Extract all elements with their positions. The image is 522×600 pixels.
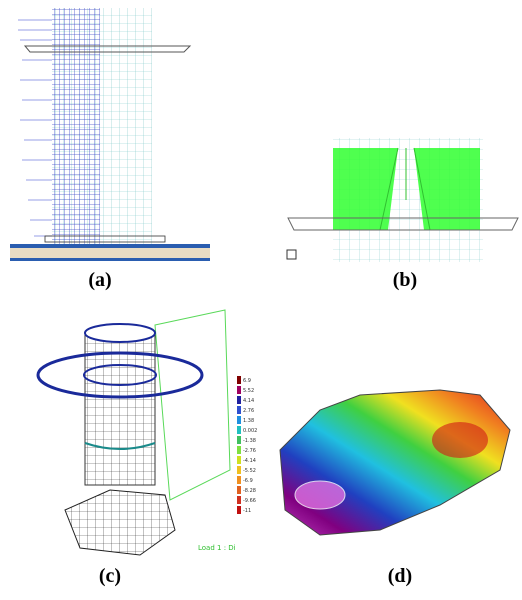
panel-b-drawing — [287, 138, 518, 262]
legend-swatch — [237, 416, 241, 424]
legend-label: 2.76 — [243, 408, 254, 414]
panel-c-drawing — [38, 310, 230, 555]
figure: (a) (b) Load 1 : Di (c) 6.9 5.52 4.14 2.76 1… — [0, 0, 522, 600]
legend-label: 0.002 — [243, 428, 257, 434]
legend-swatch — [237, 476, 241, 484]
legend-swatch — [237, 386, 241, 394]
legend-swatch — [237, 396, 241, 404]
legend-swatch — [237, 376, 241, 384]
legend-label: 5.52 — [243, 388, 254, 394]
legend-label: -1.38 — [243, 438, 256, 444]
panel-label: (d) — [388, 565, 412, 587]
panel-label: (c) — [99, 565, 121, 587]
legend-label: 4.14 — [243, 398, 254, 404]
panel-label: (a) — [88, 269, 111, 291]
legend-label: -6.9 — [243, 478, 253, 484]
legend-swatch — [237, 456, 241, 464]
legend-swatch — [237, 506, 241, 514]
legend-label: 6.9 — [243, 378, 251, 384]
legend-label: -4.14 — [243, 458, 256, 464]
legend-label: 1.38 — [243, 418, 254, 424]
legend-label: -2.76 — [243, 448, 256, 454]
legend-label: -11 — [243, 508, 251, 514]
legend-swatch — [237, 436, 241, 444]
legend-swatch — [237, 486, 241, 494]
legend-swatch — [237, 426, 241, 434]
legend-label: -8.28 — [243, 488, 256, 494]
legend-swatch — [237, 466, 241, 474]
panel-d-drawing — [280, 390, 510, 535]
legend-swatch — [237, 446, 241, 454]
legend-label: -9.66 — [243, 498, 256, 504]
legend: 6.9 5.52 4.14 2.76 1.38 0.002 -1.38 -2.76 -4.14 -… — [237, 376, 257, 514]
legend-label: -5.52 — [243, 468, 256, 474]
panel-label: (b) — [393, 269, 417, 291]
panel-a-drawing — [10, 8, 210, 261]
legend-swatch — [237, 406, 241, 414]
legend-swatch — [237, 496, 241, 504]
annotation: Load 1 : Di — [198, 544, 236, 552]
